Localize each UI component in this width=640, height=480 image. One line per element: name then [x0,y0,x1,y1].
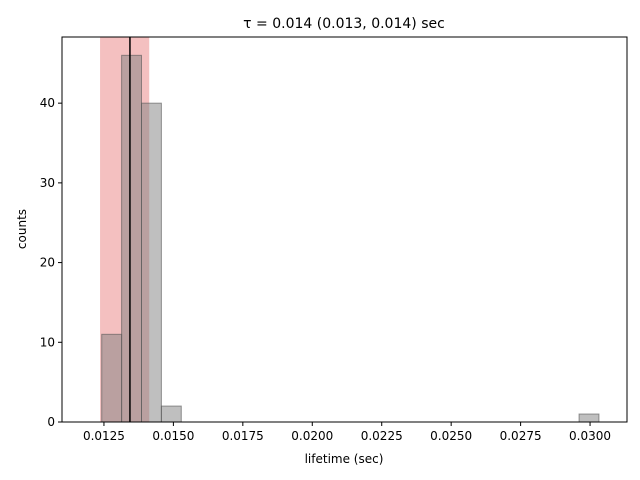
x-tick-label: 0.0150 [152,429,194,443]
y-tick-label: 40 [40,96,55,110]
y-tick-label: 30 [40,176,55,190]
y-tick-label: 20 [40,256,55,270]
plot-frame [61,36,628,423]
x-tick-label: 0.0125 [83,429,125,443]
x-tick-label: 0.0225 [361,429,403,443]
bar [121,54,143,423]
bar [141,102,162,423]
y-axis-label: counts [15,209,29,249]
chart-title: τ = 0.014 (0.013, 0.014) sec [243,16,445,32]
x-tick-label: 0.0175 [222,429,264,443]
y-tick-label: 10 [40,335,55,349]
x-tick-label: 0.0200 [291,429,333,443]
x-axis-label: lifetime (sec) [305,452,384,466]
x-tick-label: 0.0250 [430,429,472,443]
bar [578,413,600,423]
x-tick-label: 0.0275 [500,429,542,443]
x-tick-label: 0.0300 [569,429,611,443]
bar [160,405,182,423]
y-tick-label: 0 [47,415,55,429]
bar [101,333,123,423]
